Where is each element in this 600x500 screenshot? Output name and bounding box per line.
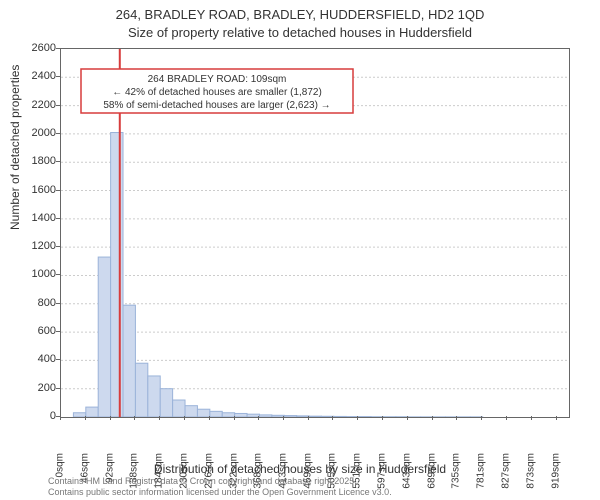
annotation-box: 264 BRADLEY ROAD: 109sqm ← 42% of detache… bbox=[81, 69, 353, 113]
y-tick: 0 bbox=[16, 410, 56, 422]
bar bbox=[123, 305, 135, 417]
bar bbox=[210, 411, 222, 417]
x-axis-label: Distribution of detached houses by size … bbox=[0, 462, 600, 476]
y-tick: 800 bbox=[16, 297, 56, 309]
y-tick: 1000 bbox=[16, 268, 56, 280]
y-tick: 1400 bbox=[16, 212, 56, 224]
y-tick: 1800 bbox=[16, 155, 56, 167]
bar bbox=[185, 406, 197, 417]
y-tick: 200 bbox=[16, 382, 56, 394]
annotation-text: 58% of semi-detached houses are larger (… bbox=[103, 100, 330, 111]
chart-container: 264, BRADLEY ROAD, BRADLEY, HUDDERSFIELD… bbox=[0, 0, 600, 500]
bar bbox=[148, 376, 160, 417]
plot-area: 264 BRADLEY ROAD: 109sqm ← 42% of detache… bbox=[60, 48, 570, 418]
y-tick: 400 bbox=[16, 353, 56, 365]
bars-group bbox=[73, 133, 482, 417]
plot-svg: 264 BRADLEY ROAD: 109sqm ← 42% of detache… bbox=[61, 49, 569, 417]
gridlines bbox=[61, 77, 569, 388]
y-tick: 1600 bbox=[16, 184, 56, 196]
attribution: Contains HM Land Registry data © Crown c… bbox=[48, 476, 392, 498]
y-axis-label: Number of detached properties bbox=[8, 65, 22, 230]
y-tick: 2200 bbox=[16, 99, 56, 111]
chart-title: 264, BRADLEY ROAD, BRADLEY, HUDDERSFIELD… bbox=[0, 0, 600, 41]
y-tick: 2400 bbox=[16, 70, 56, 82]
bar bbox=[235, 413, 247, 417]
y-tick: 2000 bbox=[16, 127, 56, 139]
annotation-text: 264 BRADLEY ROAD: 109sqm bbox=[148, 74, 287, 85]
attribution-line-1: Contains HM Land Registry data © Crown c… bbox=[48, 476, 392, 487]
bar bbox=[173, 400, 185, 417]
bar bbox=[160, 389, 172, 417]
annotation-text: ← 42% of detached houses are smaller (1,… bbox=[112, 87, 322, 98]
bar bbox=[86, 407, 98, 417]
y-tick: 2600 bbox=[16, 42, 56, 54]
y-tick: 1200 bbox=[16, 240, 56, 252]
bar bbox=[284, 416, 296, 417]
bar bbox=[259, 415, 271, 417]
bar bbox=[309, 416, 321, 417]
bar bbox=[98, 257, 110, 417]
bar bbox=[334, 416, 346, 417]
y-tick: 600 bbox=[16, 325, 56, 337]
title-line-1: 264, BRADLEY ROAD, BRADLEY, HUDDERSFIELD… bbox=[0, 6, 600, 24]
title-line-2: Size of property relative to detached ho… bbox=[0, 24, 600, 42]
bar bbox=[135, 363, 147, 417]
attribution-line-2: Contains public sector information licen… bbox=[48, 487, 392, 498]
bar bbox=[111, 133, 123, 417]
